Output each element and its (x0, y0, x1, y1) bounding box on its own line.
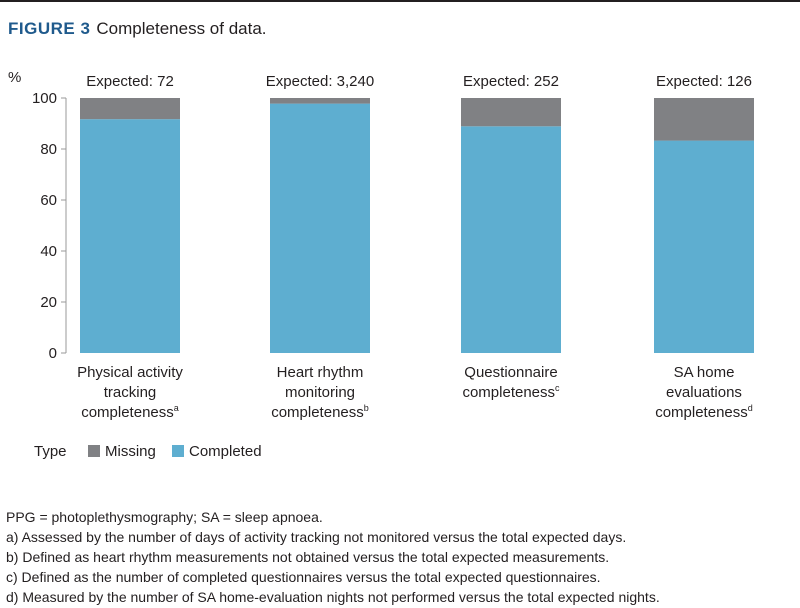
x-tick-label: completenessb (271, 403, 369, 421)
expected-label: Expected: 3,240 (266, 73, 374, 90)
bar-completed (461, 126, 561, 354)
bar-completed (80, 119, 180, 353)
bar-missing (461, 98, 561, 127)
legend-label: Missing (105, 443, 156, 460)
x-tick-label: Questionnaire (464, 364, 557, 381)
legend-label: Completed (189, 443, 262, 460)
note: b) Defined as heart rhythm measurements … (6, 549, 610, 565)
y-tick-label: 60 (40, 192, 57, 209)
expected-label: Expected: 252 (463, 73, 559, 90)
x-tick-label: completenessa (81, 403, 179, 421)
figure-caption: Completeness of data. (96, 19, 267, 38)
footnote-marker: d (748, 403, 753, 413)
x-tick-label: monitoring (285, 384, 355, 401)
top-rule (0, 0, 800, 2)
note: a) Assessed by the number of days of act… (6, 529, 627, 545)
legend-swatch-missing (88, 445, 100, 457)
y-axis-label: % (8, 69, 21, 86)
x-tick-label: Physical activity (77, 364, 183, 381)
y-tick-label: 80 (40, 141, 57, 158)
y-tick-label: 0 (49, 345, 57, 362)
x-tick-label: Heart rhythm (277, 364, 364, 381)
stacked-bar-chart: 0 20 40 60 80 100% Expected: 72 Physical activi… (8, 69, 754, 460)
bar-missing (270, 98, 370, 104)
footnote-marker: b (364, 403, 369, 413)
bar-missing (654, 98, 754, 141)
note: c) Defined as the number of completed qu… (6, 569, 601, 585)
footnote-marker: c (555, 383, 560, 393)
bar-completed (654, 140, 754, 353)
bar-missing (80, 98, 180, 120)
bar-completed (270, 103, 370, 353)
note: PPG = photoplethysmography; SA = sleep a… (6, 509, 323, 525)
y-tick-label: 40 (40, 243, 57, 260)
footnote-marker: a (174, 403, 179, 413)
note: d) Measured by the number of SA home-eva… (6, 589, 660, 605)
x-tick-label: completenessd (655, 403, 753, 421)
legend-swatch-completed (172, 445, 184, 457)
x-tick-label: SA home (674, 364, 735, 381)
x-tick-label: evaluations (666, 384, 742, 401)
y-tick-label: 100 (32, 90, 57, 107)
x-tick-label: tracking (104, 384, 157, 401)
legend-title: Type (34, 443, 67, 460)
expected-label: Expected: 126 (656, 73, 752, 90)
x-tick-label: completenessc (462, 383, 560, 401)
figure-label: FIGURE 3 (8, 19, 91, 38)
y-tick-label: 20 (40, 294, 57, 311)
footnotes: PPG = photoplethysmography; SA = sleep a… (6, 507, 660, 607)
figure-title: FIGURE 3 Completeness of data. (8, 19, 267, 39)
expected-label: Expected: 72 (86, 73, 174, 90)
